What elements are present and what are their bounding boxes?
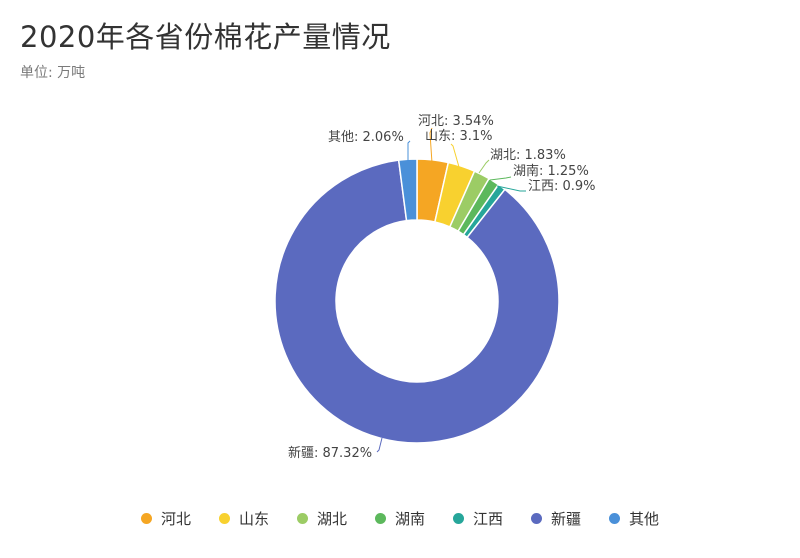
slice-label-2: 湖北: 1.83% [490,148,566,163]
legend-item-jiangxi[interactable]: 江西 [453,508,503,529]
legend-marker-hunan [374,513,386,524]
legend-item-hebei[interactable]: 河北 [140,508,191,529]
slice-label-0: 河北: 3.54% [418,114,494,129]
slice-label-3: 湖南: 1.25% [513,163,589,179]
leader-line-3 [489,176,512,181]
legend-label-xinjiang: 新疆 [551,510,582,528]
legend-label-hunan: 湖南 [394,510,425,528]
legend-marker-hubei [296,513,308,524]
legend-marker-jiangxi [453,513,464,524]
legend-item-other[interactable]: 其他 [609,508,659,529]
leader-line-6 [407,140,411,161]
chart-unit-subtitle: 单位: 万吨 [20,65,86,81]
legend-marker-hebei [140,513,152,524]
slice-label-1: 山东: 3.1% [425,129,493,144]
legend-label-shandong: 山东 [238,510,269,528]
donut-slice-5[interactable] [274,159,560,444]
legend-item-xinjiang[interactable]: 新疆 [531,508,581,529]
legend-marker-other [609,513,621,524]
legend-label-hubei: 湖北 [316,510,347,528]
donut-slice-6[interactable] [397,158,418,222]
leader-line-1 [450,143,460,168]
slice-label-5: 新疆: 87.32% [288,445,372,461]
legend-label-jiangxi: 江西 [473,510,504,528]
leader-line-2 [478,159,490,174]
leader-line-0 [429,127,433,164]
chart-legend: 河北 山东 湖北 湖南 江西 新疆 其他 [0,508,800,529]
chart-title: 2020年各省份棉花产量情况 [20,20,391,54]
legend-item-shandong[interactable]: 山东 [218,508,269,529]
legend-item-hubei[interactable]: 湖北 [296,508,347,529]
leader-line-4 [496,185,526,192]
legend-item-hunan[interactable]: 湖南 [374,508,425,529]
slice-label-6: 其他: 2.06% [328,130,404,145]
slice-label-4: 江西: 0.9% [528,179,596,194]
legend-marker-shandong [218,513,230,524]
legend-marker-xinjiang [531,513,543,524]
leader-line-5 [376,437,383,453]
legend-label-other: 其他 [629,510,660,528]
legend-label-hebei: 河北 [160,510,191,528]
